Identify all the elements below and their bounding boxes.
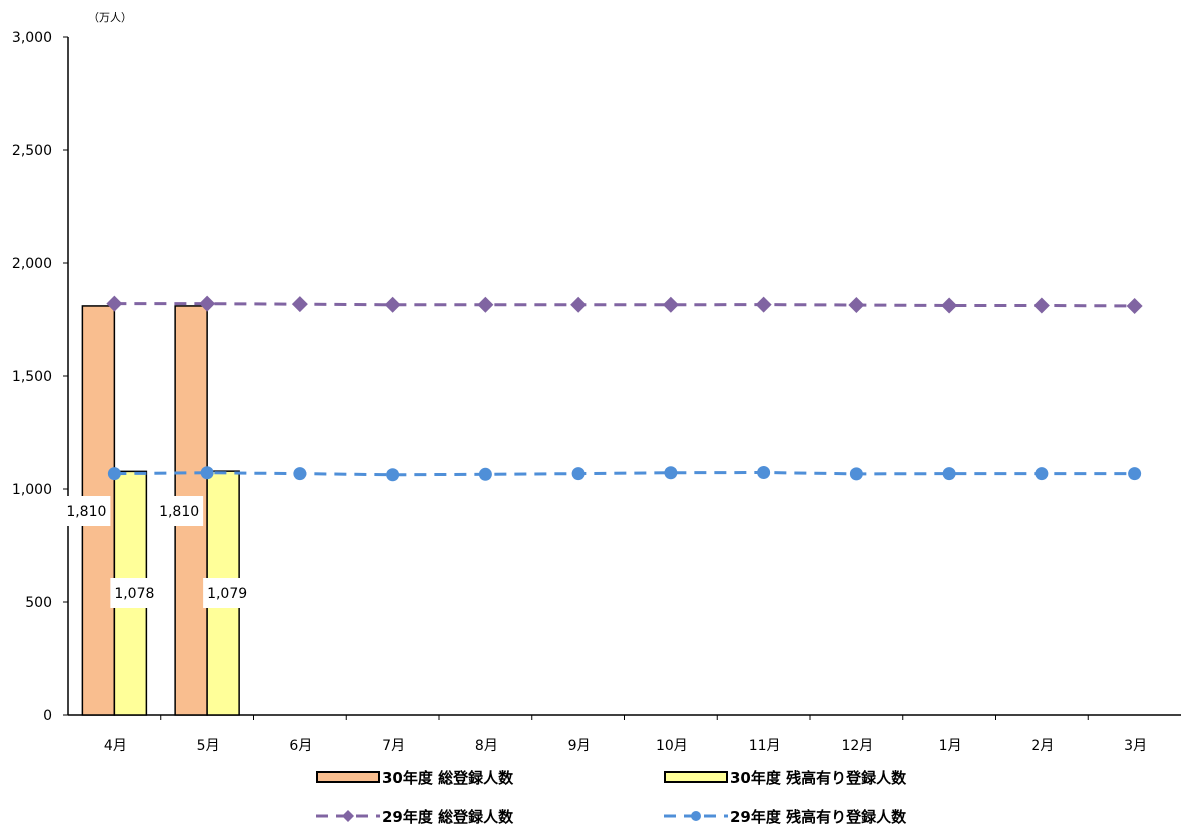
- x-tick-label: 3月: [1124, 738, 1147, 754]
- line-point-diamond: [1126, 297, 1143, 314]
- line-point-circle: [942, 467, 956, 481]
- legend-swatch-2: [664, 771, 728, 783]
- y-tick-label: 3,000: [12, 30, 52, 46]
- legend-marker-circle: [691, 811, 701, 821]
- line-point-circle: [1128, 467, 1142, 481]
- line-point-circle: [664, 466, 678, 480]
- data-label: 1,810: [66, 504, 106, 520]
- line-point-diamond: [848, 297, 865, 314]
- legend-marker-diamond: [342, 810, 354, 822]
- line-point-diamond: [570, 296, 587, 313]
- line-point-circle: [1035, 467, 1049, 481]
- legend-label-1: 30年度 総登録人数: [382, 769, 514, 787]
- x-tick-label: 2月: [1031, 738, 1054, 754]
- x-tick-label: 6月: [289, 738, 312, 754]
- line-point-diamond: [291, 296, 308, 313]
- x-tick-label: 7月: [382, 738, 405, 754]
- x-tick-label: 1月: [939, 738, 962, 754]
- legend-label-4: 29年度 残高有り登録人数: [730, 808, 907, 826]
- y-tick-label: 1,000: [12, 482, 52, 498]
- y-tick-label: 500: [25, 595, 52, 611]
- line-point-diamond: [755, 296, 772, 313]
- line-point-circle: [478, 467, 492, 481]
- x-tick-label: 9月: [568, 738, 591, 754]
- legend: 30年度 総登録人数 30年度 残高有り登録人数 29年度 総登録人数 29年度 残高…: [316, 769, 907, 826]
- x-tick-label: 8月: [475, 738, 498, 754]
- y-axis: 0 500 1,000 1,500 2,000 2,500 3,000: [12, 30, 69, 724]
- x-tick-label: 4月: [104, 738, 127, 754]
- y-unit-label: （万人）: [88, 11, 132, 24]
- data-label-box: [110, 578, 159, 608]
- y-tick-label: 1,500: [12, 369, 52, 385]
- x-tick-label: 5月: [197, 738, 220, 754]
- y-tick-label: 2,000: [12, 256, 52, 272]
- line-point-diamond: [1033, 297, 1050, 314]
- legend-swatch-1: [316, 771, 380, 783]
- legend-label-3: 29年度 総登録人数: [382, 808, 514, 826]
- data-label-box: [155, 496, 204, 526]
- y-tick-label: 2,500: [12, 143, 52, 159]
- x-tick-label: 12月: [841, 738, 873, 754]
- line-point-circle: [571, 467, 585, 481]
- data-label: 1,810: [159, 504, 199, 520]
- x-tick-label: 10月: [656, 738, 688, 754]
- line-point-diamond: [477, 296, 494, 313]
- line-point-circle: [386, 468, 400, 482]
- line-point-circle: [849, 467, 863, 481]
- y-tick-label: 0: [43, 708, 52, 724]
- line-series: [106, 295, 1143, 482]
- line-point-diamond: [199, 295, 216, 312]
- data-label: 1,079: [207, 586, 247, 602]
- data-label-box: [203, 578, 252, 608]
- line-point-diamond: [662, 296, 679, 313]
- line-point-circle: [757, 466, 771, 480]
- line-series-4: [114, 471, 1135, 477]
- legend-label-2: 30年度 残高有り登録人数: [730, 769, 907, 787]
- line-point-diamond: [106, 295, 123, 312]
- line-point-circle: [293, 467, 307, 481]
- line-point-diamond: [941, 297, 958, 314]
- x-axis: 4月 5月 6月 7月 8月 9月 10月 11月 12月 1月 2月 3月: [68, 714, 1181, 754]
- line-point-circle: [107, 467, 121, 481]
- data-label: 1,078: [114, 586, 154, 602]
- line-point-diamond: [384, 296, 401, 313]
- line-point-circle: [200, 466, 214, 480]
- data-labels: 1,810 1,810 1,078 1,079: [62, 496, 252, 608]
- data-label-box: [62, 496, 111, 526]
- line-series-3: [114, 302, 1135, 308]
- x-tick-label: 11月: [749, 738, 781, 754]
